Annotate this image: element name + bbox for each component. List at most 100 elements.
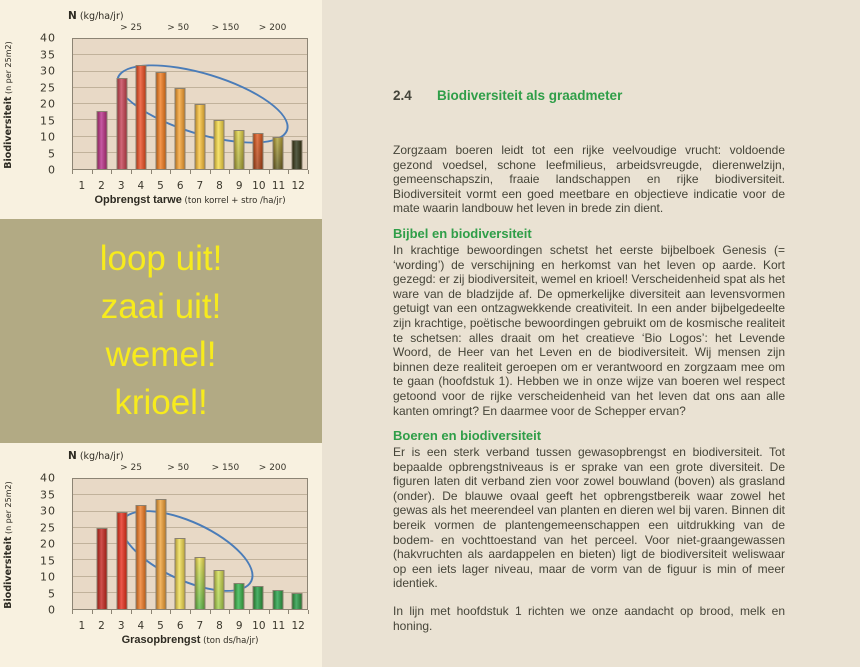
x-tick-label: 9 [235,180,243,192]
bar-shading [136,506,146,609]
bar-category-4 [135,65,147,169]
x-tick-label: 9 [235,620,243,632]
bar-category-5 [155,71,167,169]
nitrogen-threshold-label: > 150 [211,23,240,33]
x-tickmark [249,170,250,174]
plot-area [72,38,308,170]
bar-shading [195,105,205,169]
y-tick-label: 15 [40,114,56,127]
y-axis-ticks: 40 35 30 25 20 15 10 5 0 [0,472,64,617]
nitrogen-threshold-label: > 50 [167,23,190,33]
gridline [73,151,307,153]
x-tickmark [190,170,191,174]
x-tick-label: 2 [98,620,105,632]
bar-category-7 [194,557,206,609]
bar-shading [214,121,224,169]
bar-category-10 [252,133,264,169]
y-tick-label: 5 [48,147,56,160]
y-tick-label: 30 [40,64,56,78]
x-tickmark [111,170,113,174]
gridline [73,494,307,496]
bar-shading [97,528,107,609]
grass-biodiversity-chart: N (kg/ha/jr) > 25 > 50 > 150 > 200 Biodiver… [0,446,322,656]
x-tick-label: 10 [252,620,266,632]
paragraph-bijbel: In krachtige bewoordingen schetst het ee… [393,242,785,418]
y-tick-label: 20 [40,537,56,551]
bar-shading [214,571,224,609]
gridline [73,543,307,544]
x-tickmark [111,610,113,614]
x-tick-label: 1 [78,620,86,632]
x-tickmark [72,610,73,614]
quote-line: zaai uit! [100,287,222,326]
nitrogen-threshold-label: > 50 [167,463,190,473]
y-tick-label: 40 [40,31,56,45]
bar-shading [292,593,302,609]
x-tick-label: 1 [78,180,86,192]
nitrogen-threshold-label: > 150 [211,463,240,473]
gridline [73,575,307,577]
y-axis-ticks: 40 35 30 25 20 15 10 5 0 [0,32,64,177]
nitrogen-axis-header: N (kg/ha/jr) > 25 > 50 > 150 > 200 [68,10,308,36]
y-tick-label: 0 [48,603,56,617]
y-tick-label: 5 [48,587,56,600]
x-tickmark [150,170,152,174]
subheading-bijbel-en-biodiversiteit: Bijbel en biodiversiteit [393,225,532,241]
bar-shading [136,66,146,169]
quote-box: loop uit! zaai uit! wemel! krioel! [0,219,322,443]
bar-shading [175,538,185,609]
y-tick-label: 30 [40,504,56,518]
gridline [73,54,307,56]
x-tickmark [249,610,250,614]
bar-shading [253,134,263,169]
x-tickmark [91,610,93,614]
y-tick-label: 25 [40,81,56,94]
x-tickmark [229,170,231,174]
bar-shading [156,72,166,169]
bar-shading [253,587,263,609]
bar-category-6 [174,537,186,609]
nitrogen-threshold-label: > 200 [258,23,287,33]
x-axis-ticks: 1 2 3 4 5 6 7 8 9 10 11 12 [72,610,309,632]
x-tickmark [229,610,231,614]
x-tick-label: 11 [271,180,286,192]
x-tick-label: 6 [176,180,184,192]
bar-category-8 [213,120,225,169]
subheading-boeren-en-biodiversiteit: Boeren en biodiversiteit [393,428,542,444]
x-tick-label: 12 [291,620,305,632]
gridline [73,135,307,137]
y-tick-label: 35 [40,488,56,501]
bar-category-6 [174,87,186,169]
bar-category-8 [213,570,225,609]
x-tickmark [209,170,211,174]
bar-shading [175,88,185,169]
section-title: Biodiversiteit als graadmeter [437,88,623,103]
bar-category-9 [233,583,245,609]
x-tickmark [72,170,73,174]
x-tick-label: 6 [176,620,184,632]
x-tickmark [308,610,309,614]
quote-line: wemel! [105,335,217,374]
bar-category-11 [272,136,284,169]
gridline [73,86,307,88]
x-tick-label: 5 [157,180,164,192]
bar-category-5 [155,498,167,609]
x-tickmark [91,170,93,174]
bar-category-3 [116,78,128,169]
x-tickmark [268,610,270,614]
bar-shading [195,558,205,609]
x-tick-label: 8 [216,620,223,632]
x-tick-label: 7 [196,620,204,632]
x-tickmark [131,170,132,174]
bar-shading [273,590,283,609]
y-tick-label: 25 [40,521,56,534]
gridline [73,119,307,121]
x-tickmark [170,170,172,174]
gridline [73,510,307,512]
bar-shading [156,499,166,609]
paragraph-boeren: Er is een sterk verband tussen gewasopbr… [393,445,785,591]
x-tick-label: 2 [98,180,105,192]
x-tickmark [190,610,191,614]
bar-category-10 [252,586,264,609]
x-axis-title: Grasopbrengst (ton ds/ha/jr) [121,634,259,646]
